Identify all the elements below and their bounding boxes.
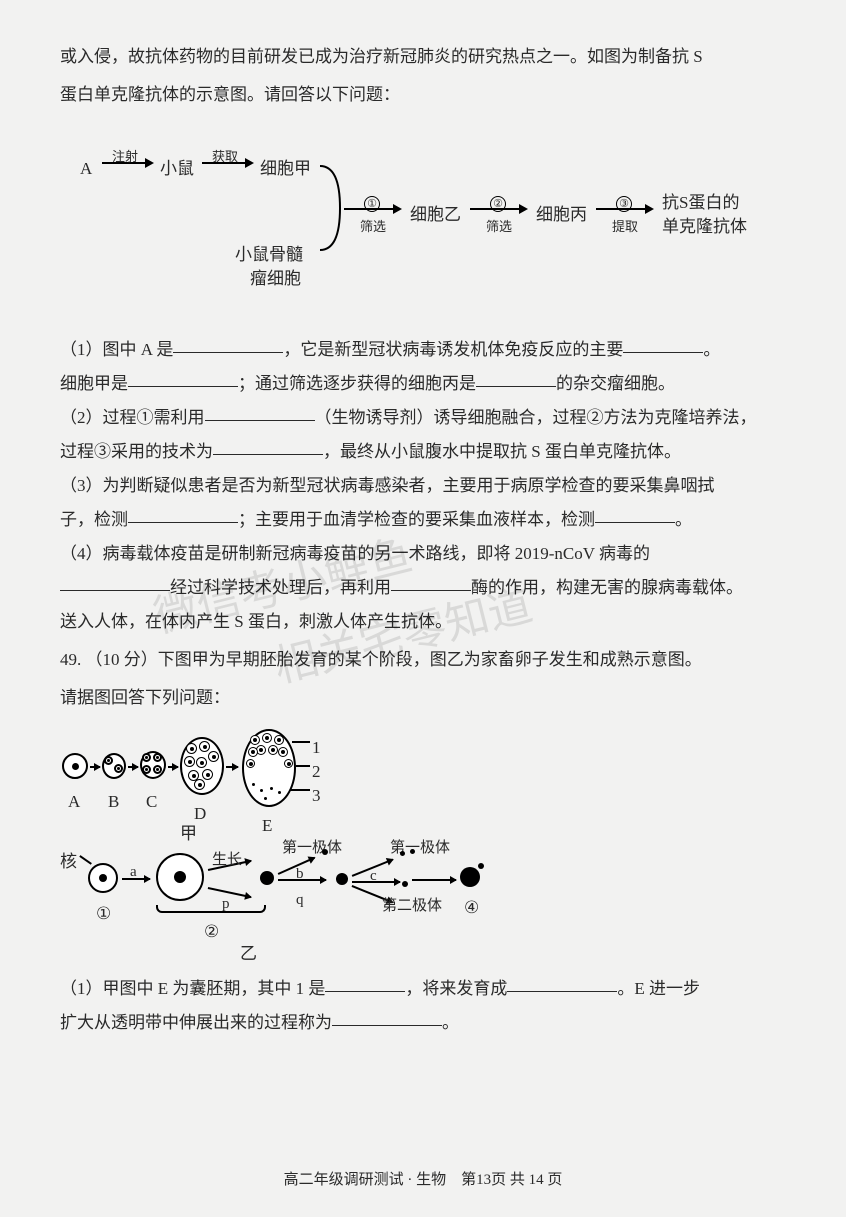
yi-n2: ② xyxy=(204,915,219,949)
q2a: （2）过程①需利用 xyxy=(60,408,205,427)
q1c: 。 xyxy=(703,340,720,359)
yi-final xyxy=(460,867,480,887)
yi-he: 核 xyxy=(60,845,77,879)
fc-step2-bot: 筛选 xyxy=(486,214,512,240)
q1-blank3[interactable] xyxy=(128,368,238,387)
yi-arrow-final xyxy=(412,879,456,881)
q4a: （4）病毒载体疫苗是研制新冠病毒疫苗的另一术路线，即将 2019-nCoV 病毒… xyxy=(60,537,786,571)
q4-blank1[interactable] xyxy=(60,572,170,591)
yi-cell-big xyxy=(156,853,204,901)
lbl-C: C xyxy=(146,785,157,819)
yi-polar2: 第二极体 xyxy=(382,891,442,921)
fc-node-mouse: 小鼠 xyxy=(160,152,194,186)
q3d: 。 xyxy=(675,510,692,529)
yi-brace xyxy=(156,905,266,913)
arrow-CD xyxy=(168,766,178,768)
fc-node-cellyi: 细胞乙 xyxy=(410,198,461,232)
yi-c: c xyxy=(370,861,377,891)
q1-blank2[interactable] xyxy=(623,334,703,353)
fc-step3-num: ③ xyxy=(616,196,632,212)
yi-cell1 xyxy=(88,863,118,893)
q1d: 细胞甲是 xyxy=(60,374,128,393)
fc-node-cellbing: 细胞丙 xyxy=(536,198,587,232)
fc-node-tumor2: 瘤细胞 xyxy=(250,262,301,296)
yi-arrow-p xyxy=(208,887,251,898)
q3-blank1[interactable] xyxy=(128,504,238,523)
q1-blank4[interactable] xyxy=(476,368,556,387)
fc-label-inject: 注射 xyxy=(112,144,138,170)
page-footer: 高二年级调研测试 · 生物 第13页 共 14 页 xyxy=(0,1168,846,1189)
q1f: 的杂交瘤细胞。 xyxy=(556,374,675,393)
yi-polar1b: 第一极体 xyxy=(390,833,450,863)
yi-a: a xyxy=(130,857,137,887)
fig-E-3: 3 xyxy=(312,779,321,813)
q49a1: （1）甲图中 E 为囊胚期，其中 1 是 xyxy=(60,979,325,998)
q49-stem2: 请据图回答下列问题： xyxy=(60,681,786,715)
yi-dot1 xyxy=(260,871,274,885)
intro-line1: 或入侵，故抗体药物的目前研发已成为治疗新冠肺炎的研究热点之一。如图为制备抗 S xyxy=(60,40,786,74)
fc-merge-bracket xyxy=(318,164,344,252)
q49-blank2[interactable] xyxy=(507,973,617,992)
q49a3: 。E 进一步 xyxy=(617,979,700,998)
fc-arrow-get: 获取 xyxy=(202,162,252,164)
q4-blank2[interactable] xyxy=(391,572,471,591)
lbl-E: E xyxy=(262,809,272,843)
q1e: ；通过筛选逐步获得的细胞丙是 xyxy=(238,374,476,393)
q4b: 经过科学技术处理后，再利用 xyxy=(170,578,391,597)
q2d: ，最终从小鼠腹水中提取抗 S 蛋白单克隆抗体。 xyxy=(323,442,681,461)
yi-dot2 xyxy=(336,873,348,885)
yi-grow: 生长 xyxy=(212,845,242,875)
q49-stem1: 49. （10 分）下图甲为早期胚胎发育的某个阶段，图乙为家畜卵子发生和成熟示意… xyxy=(60,643,786,677)
fc-step1-num: ① xyxy=(364,196,380,212)
q49a4: 扩大从透明带中伸展出来的过程称为 xyxy=(60,1013,332,1032)
fc-arrow-inject: 注射 xyxy=(102,162,152,164)
fc-node-product2: 单克隆抗体 xyxy=(662,210,747,244)
fc-node-celljia: 细胞甲 xyxy=(260,152,311,186)
q1-blank1[interactable] xyxy=(173,334,283,353)
fc-step2-num: ② xyxy=(490,196,506,212)
fc-step1-bot: 筛选 xyxy=(360,214,386,240)
intro-line2: 蛋白单克隆抗体的示意图。请回答以下问题： xyxy=(60,78,786,112)
q49a2: ，将来发育成 xyxy=(405,979,507,998)
q49a5: 。 xyxy=(442,1013,459,1032)
q49-blank1[interactable] xyxy=(325,973,405,992)
lbl-yi: 乙 xyxy=(240,937,257,971)
yi-n4: ④ xyxy=(464,891,479,925)
arrow-DE xyxy=(226,766,238,768)
yi-p: p xyxy=(222,889,230,919)
q2c: 过程③采用的技术为 xyxy=(60,442,213,461)
arrow-BC xyxy=(128,766,138,768)
q4d: 送入人体，在体内产生 S 蛋白，刺激人体产生抗体。 xyxy=(60,605,786,639)
lbl-A: A xyxy=(68,785,80,819)
q2-blank1[interactable] xyxy=(205,402,315,421)
q4c: 酶的作用，构建无害的腺病毒载体。 xyxy=(471,578,743,597)
cell-A xyxy=(62,753,88,779)
q49-blank3[interactable] xyxy=(332,1007,442,1026)
fc-arrow-step1: ① 筛选 xyxy=(344,208,400,210)
q2b: （生物诱导剂）诱导细胞融合，过程②方法为克隆培养法， xyxy=(315,408,757,427)
q3c: ；主要用于血清学检查的要采集血液样本，检测 xyxy=(238,510,595,529)
q3-blank2[interactable] xyxy=(595,504,675,523)
flowchart: A 注射 小鼠 获取 细胞甲 小鼠骨髓 瘤细胞 ① 筛选 细胞乙 ② 筛选 细胞… xyxy=(60,130,786,305)
q3a: （3）为判断疑似患者是否为新型冠状病毒感染者，主要用于病原学检查的要采集鼻咽拭 xyxy=(60,469,786,503)
fc-arrow-step2: ② 筛选 xyxy=(470,208,526,210)
q2-blank2[interactable] xyxy=(213,436,323,455)
q1b: ，它是新型冠状病毒诱发机体免疫反应的主要 xyxy=(283,340,623,359)
yi-q: q xyxy=(296,885,304,915)
lbl-B: B xyxy=(108,785,119,819)
fc-step3-bot: 提取 xyxy=(612,214,638,240)
question-block: （1）图中 A 是，它是新型冠状病毒诱发机体免疫反应的主要。 细胞甲是；通过筛选… xyxy=(60,333,786,639)
fc-label-get: 获取 xyxy=(212,144,238,170)
yi-n1: ① xyxy=(96,897,111,931)
q1a: （1）图中 A 是 xyxy=(60,340,173,359)
arrow-AB xyxy=(90,766,100,768)
q3b: 子，检测 xyxy=(60,510,128,529)
fc-node-A: A xyxy=(80,152,92,186)
figure-wrap: 1 2 3 A B C D E 甲 核 ① a 生长 xyxy=(60,729,786,964)
fc-arrow-step3: ③ 提取 xyxy=(596,208,652,210)
